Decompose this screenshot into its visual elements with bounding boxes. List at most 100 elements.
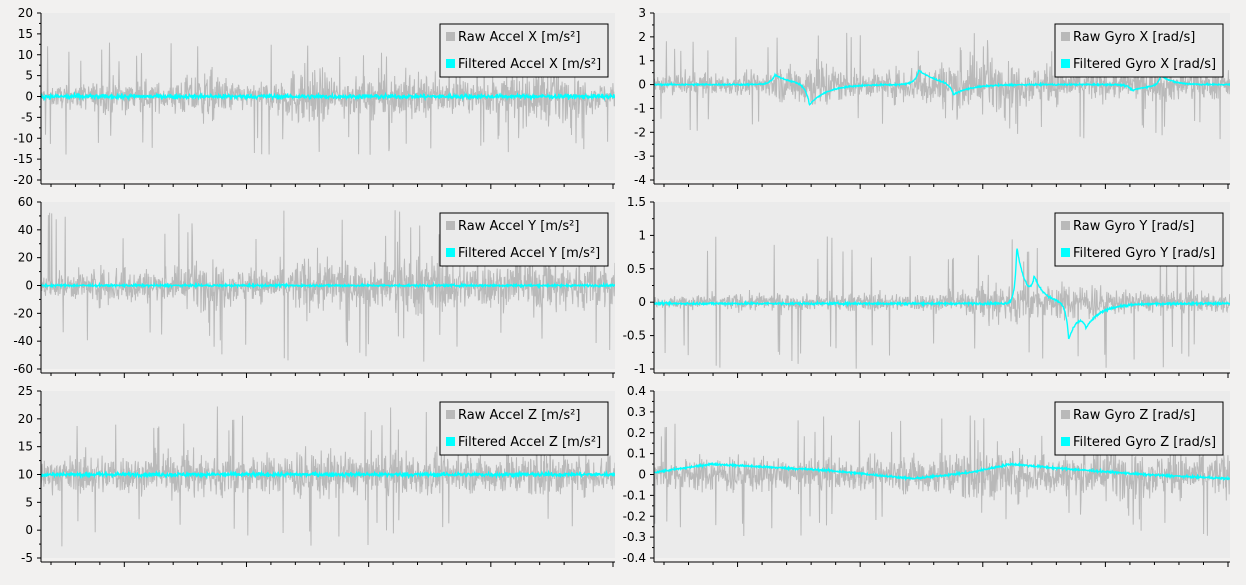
legend-swatch-filtered (1061, 437, 1070, 446)
y-tick-label: 5 (25, 495, 33, 509)
series-filtered-line (41, 281, 615, 290)
legend-box (439, 23, 609, 78)
legend-box (439, 212, 609, 267)
legend-box (1054, 401, 1224, 456)
y-tick-label: -0.1 (623, 488, 646, 502)
legend-swatch-raw (1061, 32, 1070, 41)
y-tick-label: 15 (18, 440, 33, 454)
legend-box (439, 401, 609, 456)
series-raw-line (654, 236, 1230, 369)
y-tick-label: 10 (18, 468, 33, 482)
y-tick-label: 0.5 (627, 262, 646, 276)
series-raw-line (41, 406, 615, 547)
y-tick-label: 1.5 (627, 195, 646, 209)
legend-label-raw: Raw Gyro Z [rad/s] (1073, 408, 1195, 423)
y-tick-label: -15 (13, 152, 33, 166)
legend: Raw Accel Y [m/s²] Filtered Accel Y [m/s²… (439, 212, 609, 267)
legend-swatch-raw (1061, 410, 1070, 419)
legend-label-filtered: Filtered Gyro Z [rad/s] (1073, 435, 1216, 450)
y-tick-label: -20 (13, 306, 33, 320)
y-tick-label: -0.4 (623, 551, 646, 565)
legend: Raw Gyro Z [rad/s] Filtered Gyro Z [rad/s… (1054, 401, 1224, 456)
y-tick-label: 20 (18, 412, 33, 426)
y-tick-label: 0 (638, 468, 646, 482)
y-tick-label: -1 (634, 362, 646, 376)
y-tick-label: 20 (18, 6, 33, 20)
y-tick-label: -2 (634, 125, 646, 139)
legend: Raw Accel X [m/s²] Filtered Accel X [m/s²… (439, 23, 609, 78)
legend-label-filtered: Filtered Gyro Y [rad/s] (1073, 246, 1215, 261)
y-tick-label: -0.5 (623, 329, 646, 343)
series-raw-line (654, 413, 1230, 537)
legend-label-raw: Raw Gyro Y [rad/s] (1073, 219, 1194, 234)
series-raw-line (654, 30, 1230, 140)
legend: Raw Gyro Y [rad/s] Filtered Gyro Y [rad/s… (1054, 212, 1224, 267)
legend-label-filtered: Filtered Gyro X [rad/s] (1073, 57, 1216, 72)
y-tick-label: 15 (18, 27, 33, 41)
series-raw-line (41, 42, 615, 155)
legend-swatch-filtered (1061, 59, 1070, 68)
legend-swatch-filtered (446, 59, 455, 68)
series-filtered-line (41, 91, 615, 102)
y-tick-label: 25 (18, 384, 33, 398)
plot-accel-z: -5 0 5 10 15 20 25 Raw Accel Z [m/s²] Filtered A… (18, 384, 615, 567)
legend-label-filtered: Filtered Accel Z [m/s²] (458, 435, 601, 450)
y-tick-label: 3 (638, 6, 646, 20)
y-tick-label: 10 (18, 48, 33, 62)
legend-swatch-filtered (446, 437, 455, 446)
y-tick-label: 2 (638, 30, 646, 44)
legend-swatch-raw (446, 410, 455, 419)
y-tick-label: 60 (18, 195, 33, 209)
y-tick-label: -20 (13, 173, 33, 187)
y-tick-label: 0 (25, 523, 33, 537)
y-tick-label: -3 (634, 149, 646, 163)
y-tick-label: 1 (638, 54, 646, 68)
legend-swatch-raw (446, 32, 455, 41)
y-tick-label: -10 (13, 131, 33, 145)
legend-swatch-raw (1061, 221, 1070, 230)
legend-label-raw: Raw Accel Z [m/s²] (458, 408, 580, 423)
y-tick-label: 40 (18, 223, 33, 237)
y-tick-label: 5 (25, 69, 33, 83)
series-filtered-line (654, 248, 1230, 340)
y-tick-label: -1 (634, 101, 646, 115)
plot-gyro-x: -4 -3 -2 -1 0 1 2 3 Raw Gyro X [rad/s] Filtered G… (634, 6, 1230, 189)
y-tick-label: 0.2 (627, 426, 646, 440)
y-tick-label: -5 (21, 110, 33, 124)
legend-label-raw: Raw Gyro X [rad/s] (1073, 30, 1195, 45)
y-tick-label: 0 (25, 279, 33, 293)
legend-swatch-filtered (1061, 248, 1070, 257)
series-raw-line (41, 210, 615, 362)
y-tick-label: 0 (25, 90, 33, 104)
y-tick-label: 20 (18, 251, 33, 265)
legend-swatch-raw (446, 221, 455, 230)
y-tick-label: -60 (13, 362, 33, 376)
y-tick-label: -40 (13, 334, 33, 348)
legend-label-raw: Raw Accel X [m/s²] (458, 30, 580, 45)
y-tick-label: -0.2 (623, 509, 646, 523)
legend-label-filtered: Filtered Accel X [m/s²] (458, 57, 601, 72)
series-filtered-line (41, 469, 615, 480)
plot-accel-y: -60 -40 -20 0 20 40 60 Raw Accel Y [m/s²] Filter… (13, 195, 615, 378)
series-filtered-line (654, 461, 1230, 482)
legend-label-filtered: Filtered Accel Y [m/s²] (458, 246, 600, 261)
plot-accel-x: -20 -15 -10 -5 0 5 10 15 20 Raw Accel X [m/s²] Fil… (13, 6, 615, 189)
plot-gyro-y: -1 -0.5 0 0.5 1 1.5 Raw Gyro Y [rad/s] Filtered… (623, 195, 1230, 378)
y-tick-label: -5 (21, 551, 33, 565)
y-tick-label: 0 (638, 78, 646, 92)
y-tick-label: 1 (638, 228, 646, 242)
legend-label-raw: Raw Accel Y [m/s²] (458, 219, 579, 234)
y-tick-label: 0.4 (627, 384, 646, 398)
plot-gyro-z: -0.4 -0.3 -0.2 -0.1 0 0.1 0.2 0.3 0.4 Raw Gyro Z … (623, 384, 1230, 567)
legend-swatch-filtered (446, 248, 455, 257)
legend: Raw Accel Z [m/s²] Filtered Accel Z [m/s²… (439, 401, 609, 456)
legend-box (1054, 212, 1224, 267)
series-filtered-line (654, 69, 1230, 106)
y-tick-label: 0.1 (627, 447, 646, 461)
legend: Raw Gyro X [rad/s] Filtered Gyro X [rad/s… (1054, 23, 1224, 78)
y-tick-label: -4 (634, 173, 646, 187)
y-tick-label: 0 (638, 295, 646, 309)
y-tick-label: 0.3 (627, 405, 646, 419)
